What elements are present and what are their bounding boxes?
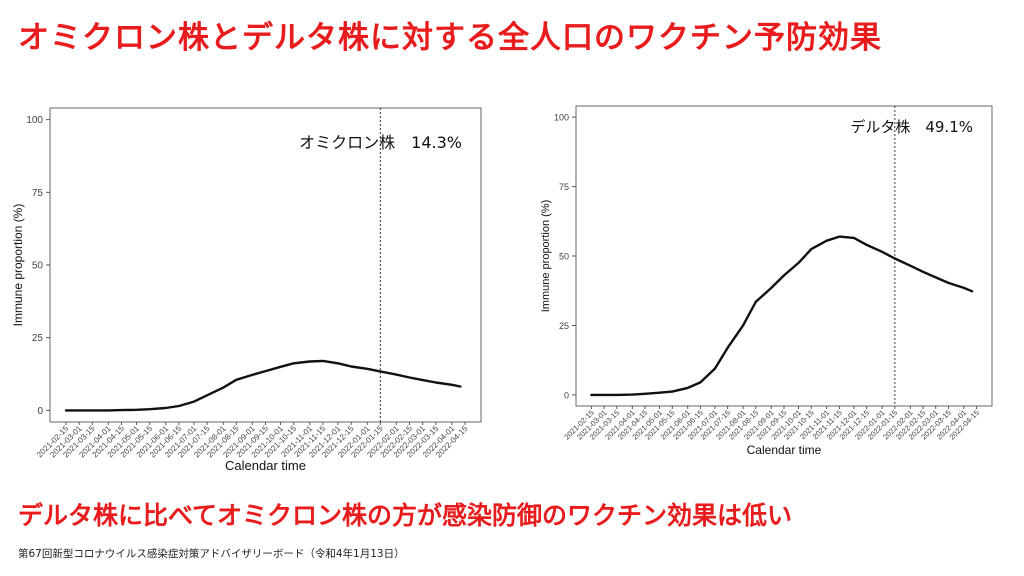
series-line <box>590 235 974 397</box>
y-tick-label: 100 <box>26 115 43 126</box>
series-line <box>64 359 462 412</box>
strain-annotation: デルタ株 49.1% <box>850 118 973 136</box>
x-axis-title: Calendar time <box>225 458 306 473</box>
y-tick-label: 50 <box>32 261 44 272</box>
page-title: オミクロン株とデルタ株に対する全人口のワクチン予防効果 <box>18 20 882 56</box>
y-tick-label: 75 <box>32 188 44 199</box>
y-tick-label: 0 <box>564 390 569 400</box>
y-tick-label: 0 <box>37 406 43 417</box>
strain-annotation: オミクロン株 14.3% <box>299 133 462 152</box>
y-tick-label: 75 <box>559 182 569 192</box>
y-tick-label: 25 <box>32 333 44 344</box>
plot-frame <box>575 105 993 407</box>
plot-frame <box>49 107 482 423</box>
y-tick-label: 100 <box>554 113 569 123</box>
omicron-chart: 02550751002021-02-152021-03-012021-03-15… <box>11 107 482 473</box>
source-note: 第67回新型コロナウイルス感染症対策アドバイザリーボード（令和4年1月13日） <box>18 548 405 560</box>
y-axis-title: Immune proportion (%) <box>11 204 25 327</box>
conclusion-text: デルタ株に比べてオミクロン株の方が感染防御のワクチン効果は低い <box>18 501 793 530</box>
y-tick-label: 25 <box>559 321 569 331</box>
y-tick-label: 50 <box>559 252 569 262</box>
x-axis-title: Calendar time <box>747 443 822 457</box>
y-axis-title: Immune proportion (%) <box>540 200 552 313</box>
delta-chart: 02550751002021-02-152021-03-012021-03-15… <box>540 105 993 457</box>
